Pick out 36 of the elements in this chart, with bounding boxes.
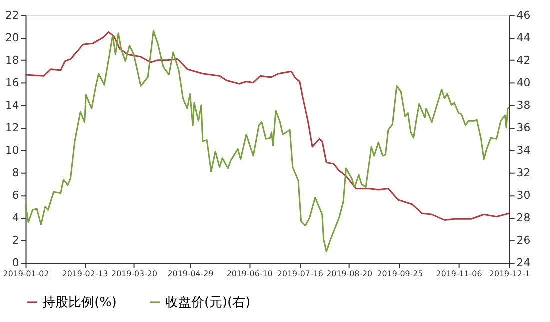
x-tick-label: 2019-01-02 xyxy=(3,269,50,278)
legend-label: 收盘价(元)(右) xyxy=(165,295,251,310)
y2-tick-label: 36 xyxy=(516,121,531,134)
y2-tick-label: 44 xyxy=(516,31,531,44)
y-tick-label: 22 xyxy=(5,8,20,22)
y2-tick-label: 28 xyxy=(516,211,531,224)
y2-tick-label: 46 xyxy=(516,8,531,22)
x-tick-label: 2019-12-1 xyxy=(489,269,530,278)
x-tick-label: 2019-11-06 xyxy=(436,269,482,278)
y-tick-label: 4 xyxy=(12,211,20,224)
x-tick-label: 2019-06-10 xyxy=(226,269,273,278)
x-tick-label: 2019-04-29 xyxy=(168,269,214,278)
y-tick-label: 0 xyxy=(12,256,20,270)
y-tick-label: 2 xyxy=(12,234,20,247)
y-tick-label: 14 xyxy=(5,98,20,112)
legend-label: 持股比例(%) xyxy=(42,295,117,310)
x-tick-label: 2019-02-13 xyxy=(62,269,108,278)
y2-tick-label: 32 xyxy=(516,166,531,180)
y-tick-label: 6 xyxy=(12,188,20,202)
y-tick-label: 12 xyxy=(5,121,20,134)
y2-tick-label: 26 xyxy=(516,234,531,247)
y2-tick-label: 34 xyxy=(516,144,531,157)
y-tick-label: 18 xyxy=(5,54,20,67)
y-tick-label: 8 xyxy=(12,166,20,180)
y2-tick-label: 38 xyxy=(516,98,531,112)
x-tick-label: 2019-08-20 xyxy=(326,269,373,278)
y-tick-label: 16 xyxy=(5,76,20,90)
y-tick-label: 10 xyxy=(5,144,20,157)
y-tick-label: 20 xyxy=(5,31,20,44)
y2-tick-label: 24 xyxy=(516,256,531,270)
x-tick-label: 2019-03-20 xyxy=(112,269,158,278)
x-tick-label: 2019-07-16 xyxy=(277,269,324,278)
x-tick-label: 2019-09-25 xyxy=(377,269,424,278)
y2-tick-label: 40 xyxy=(516,76,531,90)
y2-tick-label: 42 xyxy=(516,54,531,67)
y2-tick-label: 30 xyxy=(516,188,531,202)
